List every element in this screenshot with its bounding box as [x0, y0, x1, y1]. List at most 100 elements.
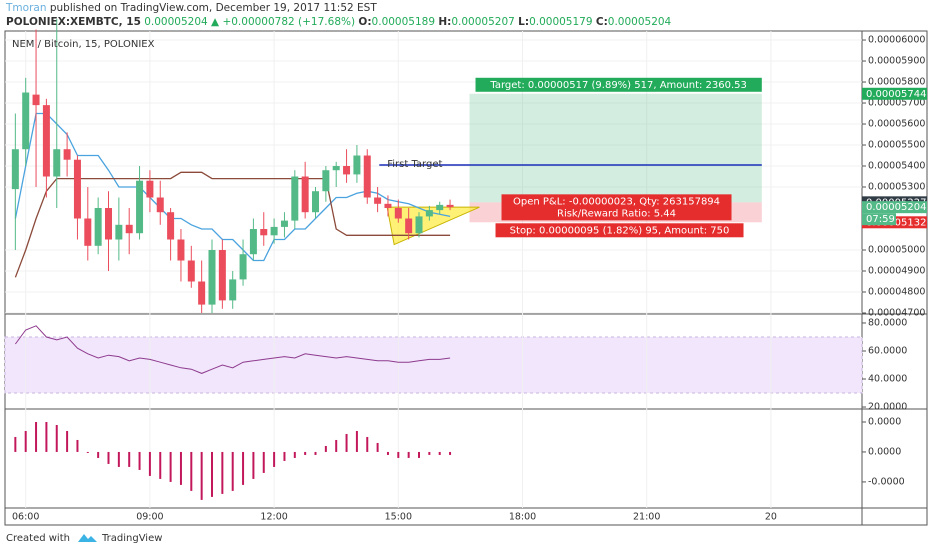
candle-body [198, 281, 206, 305]
y-tick-label: 0.00005900 [868, 56, 925, 67]
candle-body [177, 239, 185, 261]
candle-body [415, 216, 423, 234]
published: published on TradingView.com, December 1… [50, 2, 378, 14]
pnl-label-box [501, 194, 732, 221]
macd-tick-label: 0.0000 [868, 416, 901, 427]
x-tick-label: 21:00 [633, 512, 660, 523]
y-tick-label: 0.00005600 [868, 119, 925, 130]
price-marker-label: 0.00005132 [866, 217, 926, 228]
candle-body [260, 229, 268, 236]
price-marker-label: 0.00005744 [866, 89, 926, 100]
rsi-tick-label: 80.0000 [868, 317, 907, 328]
candle-body [73, 159, 81, 219]
candle-body [94, 208, 102, 246]
x-tick-label: 20 [765, 512, 777, 523]
logo [78, 534, 97, 542]
y-tick-label: 0.00004900 [868, 266, 925, 277]
change: ▲ +0.00000782 (+17.68%) [211, 16, 355, 28]
candle-body [425, 210, 433, 217]
candle-body [446, 204, 454, 208]
price-marker [862, 87, 927, 100]
candle-body [332, 166, 340, 171]
candle-body [363, 155, 371, 198]
candle-body [208, 250, 216, 305]
countdown-box [862, 213, 896, 226]
candle-body [115, 224, 123, 240]
candle-body [146, 180, 154, 198]
x-tick-label: 06:00 [12, 512, 39, 523]
candle-body [322, 170, 330, 192]
rsi-band [4, 336, 863, 394]
candle-body [156, 197, 164, 213]
x-tick-label: 12:00 [260, 512, 287, 523]
x-tick-label: 09:00 [136, 512, 163, 523]
first-target-label: First Target [387, 159, 442, 170]
candle-body [312, 191, 320, 213]
y-tick-label: 0.00005800 [868, 77, 925, 88]
candle-body [436, 204, 444, 211]
last: 0.00005204 [144, 16, 208, 28]
candle-body [229, 279, 237, 301]
candle-body [125, 224, 133, 234]
l-label: L: [518, 16, 529, 28]
candle-body [187, 260, 195, 282]
rsi-tick-label: 20.0000 [868, 402, 907, 413]
stop-label-box [495, 223, 744, 238]
candle-body [32, 94, 40, 106]
candle-body [42, 105, 50, 177]
candle-body [384, 203, 392, 209]
pnl-label: Open P&L: -0.00000023, Qty: 263157894 [513, 196, 720, 207]
brand[interactable]: TradingView [101, 533, 162, 544]
high: 0.00005207 [451, 16, 514, 28]
candle-body [374, 197, 382, 204]
y-tick-label: 0.00005300 [868, 182, 925, 193]
rsi-tick-label: 40.0000 [868, 374, 907, 385]
candle-body [84, 218, 92, 246]
low: 0.00005179 [529, 16, 592, 28]
symbol: POLONIEX:XEMBTC, 15 [6, 16, 141, 28]
published-line: Tmoran published on TradingView.com, Dec… [5, 2, 377, 14]
candle-body [405, 218, 413, 234]
y-tick-label: 0.00005400 [868, 161, 925, 172]
candle-body [291, 176, 299, 221]
countdown: 07:59 [866, 214, 895, 225]
candle-body [63, 149, 71, 160]
candle-body [239, 254, 247, 280]
x-tick-label: 18:00 [509, 512, 536, 523]
indicator-line [14, 171, 451, 278]
created-with: Created with [6, 533, 70, 544]
candle-body [136, 180, 144, 234]
macd-tick-label: 0.0000 [868, 446, 901, 457]
candle-body [270, 226, 278, 236]
x-tick-label: 15:00 [385, 512, 412, 523]
rr-label: Risk/Reward Ratio: 5.44 [557, 208, 676, 219]
open: 0.00005189 [372, 16, 435, 28]
candle-body [343, 166, 351, 175]
h-label: H: [438, 16, 451, 28]
pane-title: NEM / Bitcoin, 15, POLONIEX [12, 39, 155, 50]
frame [4, 30, 928, 526]
target-label: Target: 0.00000517 (9.89%) 517, Amount: … [489, 80, 747, 91]
o-label: O: [358, 16, 371, 28]
candle-body [53, 149, 61, 177]
candle-body [105, 208, 113, 240]
target-zone [469, 93, 762, 203]
y-tick-label: 0.00004700 [868, 308, 925, 319]
footer: Created with TradingView [6, 533, 162, 544]
rsi-line [14, 325, 451, 374]
price-marker [862, 201, 927, 214]
candle-body [394, 208, 402, 219]
candle-body [218, 250, 226, 301]
quote-line: POLONIEX:XEMBTC, 15 0.00005204 ▲ +0.0000… [6, 16, 672, 28]
macd-tick-label: -0.0000 [868, 476, 905, 487]
candle-body [249, 229, 257, 255]
c-label: C: [596, 16, 608, 28]
stop-label: Stop: 0.00000095 (1.82%) 95, Amount: 750 [510, 225, 730, 236]
author[interactable]: Tmoran [5, 2, 46, 14]
candle-body [280, 220, 288, 227]
candle-body [11, 149, 19, 190]
price-marker-label: 0.00005204 [866, 202, 926, 213]
y-tick-label: 0.00005000 [868, 245, 925, 256]
